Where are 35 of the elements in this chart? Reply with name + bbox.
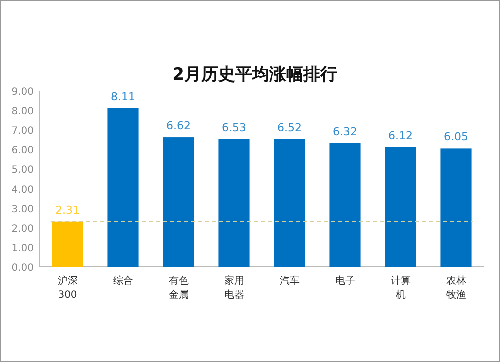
x-tick-label: 有色金属 xyxy=(168,275,189,301)
y-tick-label: 1.00 xyxy=(12,243,34,254)
y-tick-label: 2.00 xyxy=(12,224,34,235)
y-tick-label: 3.00 xyxy=(12,204,34,216)
y-tick-label: 7.00 xyxy=(12,126,34,138)
bar xyxy=(52,222,84,267)
bar xyxy=(218,139,250,267)
bar xyxy=(108,108,139,267)
x-tick-label: 汽车 xyxy=(280,275,300,287)
bar xyxy=(163,138,194,267)
data-label: 6.05 xyxy=(444,130,468,144)
data-label: 6.62 xyxy=(166,120,191,133)
data-label: 6.32 xyxy=(333,125,358,138)
x-tick-label: 农林牧渔 xyxy=(446,275,466,301)
y-tick-label: 8.00 xyxy=(12,106,34,118)
y-tick-label: 6.00 xyxy=(12,146,34,157)
data-label: 6.12 xyxy=(388,129,413,142)
y-tick-label: 5.00 xyxy=(12,165,34,176)
bar xyxy=(330,143,361,267)
data-label: 6.53 xyxy=(222,121,246,134)
x-tick-label: 电子 xyxy=(335,275,356,287)
data-label: 6.52 xyxy=(278,122,302,134)
data-label: 8.11 xyxy=(111,90,136,104)
bar xyxy=(385,147,416,267)
x-tick-label: 家用电器 xyxy=(224,275,244,301)
x-tick-label: 沪深300 xyxy=(58,275,78,301)
bar xyxy=(274,140,306,267)
y-tick-label: 9.00 xyxy=(12,87,34,98)
y-tick-label: 0.00 xyxy=(12,263,34,274)
chart-title: 2月历史平均涨幅排行 xyxy=(172,65,338,85)
y-tick-label: 4.00 xyxy=(12,184,34,196)
x-tick-label: 计算机 xyxy=(390,275,411,301)
data-label: 2.31 xyxy=(56,204,80,217)
bar xyxy=(440,148,472,267)
x-tick-label: 综合 xyxy=(113,275,134,287)
